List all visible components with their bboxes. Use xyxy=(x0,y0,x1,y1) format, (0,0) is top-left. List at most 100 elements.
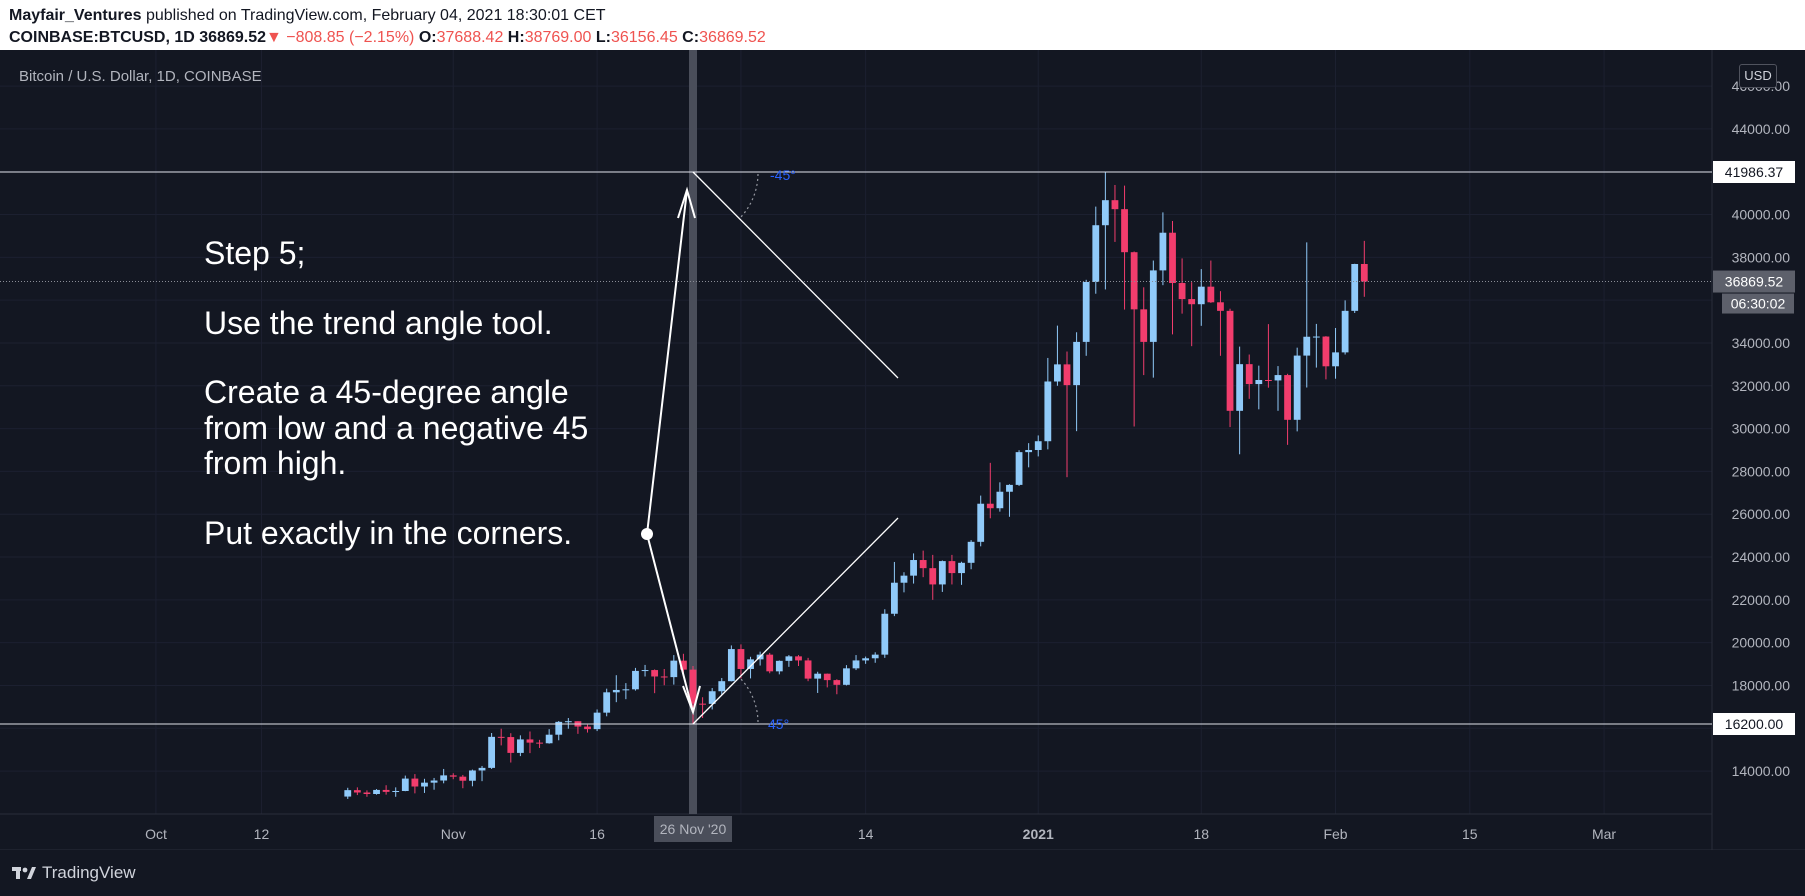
candle-body xyxy=(958,562,965,574)
close-label: C: xyxy=(682,29,700,46)
time-tick-label: 14 xyxy=(858,826,874,842)
candle-body xyxy=(536,742,543,744)
candle-body xyxy=(603,692,611,713)
candle-body xyxy=(948,561,956,574)
price-tick-label: 22000.00 xyxy=(1732,592,1791,608)
currency-button[interactable]: USD xyxy=(1739,64,1777,88)
candle-body xyxy=(469,770,476,781)
price-tick-label: 30000.00 xyxy=(1732,421,1791,437)
candle-body xyxy=(488,736,496,768)
candle-body xyxy=(593,712,601,730)
price-tick-label: 32000.00 xyxy=(1732,378,1791,394)
candle-body xyxy=(516,739,524,753)
candle-body xyxy=(353,790,361,793)
candle-body xyxy=(804,660,812,679)
candle-body xyxy=(814,673,822,679)
candle-body xyxy=(411,778,419,787)
trend-angle-negative[interactable] xyxy=(692,171,899,379)
candle-body xyxy=(977,503,985,542)
arrowhead-up-icon xyxy=(677,186,696,219)
trend-angle-positive[interactable] xyxy=(692,517,899,725)
candle-body xyxy=(641,670,649,672)
arrowhead-down-icon xyxy=(682,685,701,716)
candle-body xyxy=(708,691,716,704)
time-axis[interactable]: Oct 12 Nov 16 14 2021 18 Feb 15 Mar xyxy=(145,826,1616,842)
tradingview-logo[interactable]: TradingView xyxy=(12,863,136,883)
publish-info: Mayfair_Ventures published on TradingVie… xyxy=(9,7,606,25)
candle-body xyxy=(497,736,505,738)
annotation-line-2: Use the trend angle tool. xyxy=(204,305,553,341)
candle-body xyxy=(1159,232,1167,271)
annotation-text[interactable]: Step 5; Use the trend angle tool. Create… xyxy=(204,235,588,551)
candle-body xyxy=(373,789,380,794)
candle-body xyxy=(1265,379,1272,381)
candle-body xyxy=(1111,200,1119,210)
candle-body xyxy=(1006,484,1013,492)
countdown-label: 06:30:02 xyxy=(1731,296,1786,312)
candle-body xyxy=(1274,375,1282,381)
candle-body xyxy=(430,780,438,783)
published-text: published on TradingView.com, February 0… xyxy=(141,7,606,24)
price-label-high: 41986.37 xyxy=(1725,164,1784,180)
pointer-path[interactable] xyxy=(645,189,694,713)
angle-label-upper: -45° xyxy=(770,167,796,183)
candle-body xyxy=(507,737,515,753)
candle-body xyxy=(1351,264,1359,311)
time-tick-label: 18 xyxy=(1193,826,1209,842)
high-label: H: xyxy=(507,29,525,46)
price-tick-label: 38000.00 xyxy=(1732,249,1791,265)
candle-body xyxy=(382,789,390,792)
symbol-label: COINBASE:BTCUSD, 1D xyxy=(9,29,195,46)
candle-body xyxy=(718,681,726,692)
candle-body xyxy=(900,575,908,583)
candle-body xyxy=(555,721,563,735)
candle-body xyxy=(344,790,352,797)
candle-body xyxy=(919,560,927,569)
price-change: −808.85 (−2.15%) xyxy=(286,29,415,46)
candle-body xyxy=(996,491,1004,509)
candle-body xyxy=(1054,364,1061,382)
candle-body xyxy=(1255,379,1263,385)
candles xyxy=(344,172,1368,799)
ohlc-legend: COINBASE:BTCUSD, 1D 36869.52 ▼ −808.85 (−… xyxy=(9,29,766,47)
candle-body xyxy=(737,649,745,669)
time-tick-label: Oct xyxy=(145,826,167,842)
low-value: 36156.45 xyxy=(610,29,678,46)
candle-body xyxy=(938,561,946,585)
price-axis[interactable]: 14000.0016000.0018000.0020000.0022000.00… xyxy=(1732,78,1791,779)
candle-body xyxy=(1063,364,1071,386)
candle-body xyxy=(1188,299,1196,305)
candle-body xyxy=(564,721,572,723)
candle-body xyxy=(967,541,975,563)
crosshair-date-badge xyxy=(654,816,732,842)
candle-body xyxy=(766,654,774,672)
down-arrow-icon: ▼ xyxy=(265,29,282,46)
candle-body xyxy=(833,680,841,685)
annotation-line-6: Put exactly in the corners. xyxy=(204,515,572,551)
candle-body xyxy=(1121,209,1128,253)
annotation-line-5: from high. xyxy=(204,445,346,481)
price-label-last-bg xyxy=(1713,270,1795,293)
candle-body xyxy=(795,656,802,661)
candle-body xyxy=(622,689,630,691)
candle-body xyxy=(843,668,850,685)
price-tick-label: 18000.00 xyxy=(1732,677,1791,693)
candle-body xyxy=(526,739,534,743)
candle-body xyxy=(1130,252,1138,310)
candle-body xyxy=(1149,270,1157,342)
candle-body xyxy=(392,791,400,793)
author-name[interactable]: Mayfair_Ventures xyxy=(9,7,142,24)
candle-body xyxy=(1015,452,1023,485)
crosshair-date-label: 26 Nov '20 xyxy=(660,821,727,837)
close-value: 36869.52 xyxy=(699,29,766,46)
time-tick-label: 15 xyxy=(1462,826,1478,842)
pointer-anchor[interactable] xyxy=(641,528,653,540)
candle-body xyxy=(1236,364,1244,411)
candle-body xyxy=(871,654,879,659)
candle-body xyxy=(1178,283,1186,300)
candle-body xyxy=(823,673,831,681)
price-label-last: 36869.52 xyxy=(1725,274,1784,290)
time-tick-label: Mar xyxy=(1592,826,1616,842)
